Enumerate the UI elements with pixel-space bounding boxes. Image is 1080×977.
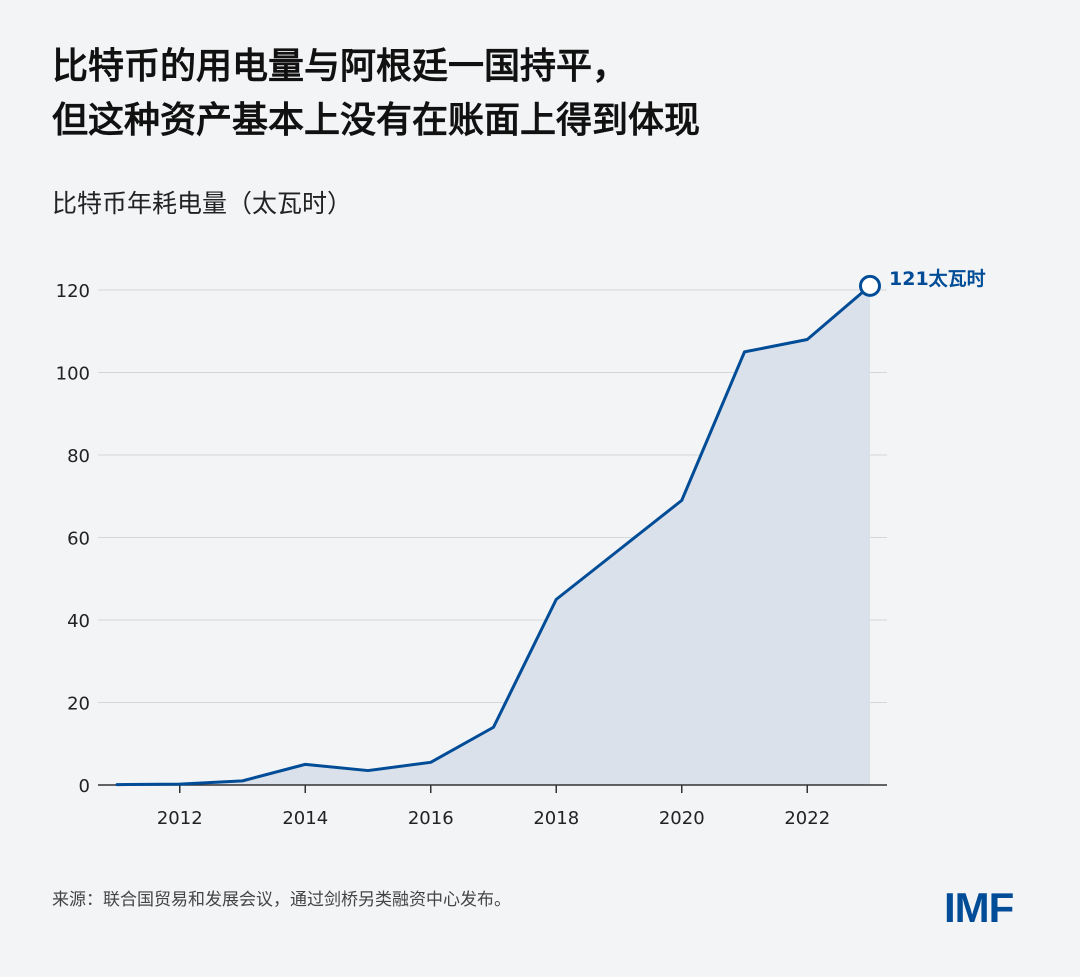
chart-title: 比特币的用电量与阿根廷一国持平， 但这种资产基本上没有在账面上得到体现 (52, 40, 1042, 148)
y-tick-label: 120 (56, 281, 90, 302)
imf-logo: IMF (944, 884, 1014, 931)
title-line-1: 比特币的用电量与阿根廷一国持平， (52, 46, 629, 87)
y-tick-label: 40 (67, 611, 90, 632)
x-tick-label: 2016 (408, 808, 454, 829)
y-tick-label: 20 (67, 694, 90, 715)
y-tick-label: 80 (67, 446, 90, 467)
title-line-2: 但这种资产基本上没有在账面上得到体现 (52, 100, 701, 141)
endpoint-marker (859, 274, 881, 297)
x-tick-label: 2014 (282, 808, 328, 829)
x-tick-label: 2022 (784, 808, 830, 829)
x-tick-label: 2020 (659, 808, 705, 829)
y-tick-label: 0 (79, 776, 90, 797)
y-tick-label: 60 (67, 529, 90, 550)
endpoint-annotation: 121太瓦时 (889, 267, 986, 290)
chart-subtitle: 比特币年耗电量（太瓦时） (52, 189, 353, 218)
source-note: 来源：联合国贸易和发展会议，通过剑桥另类融资中心发布。 (52, 890, 511, 910)
series-line (115, 284, 872, 787)
y-tick-label: 100 (56, 364, 90, 385)
area-fill (117, 285, 870, 785)
x-tick-label: 2018 (533, 808, 579, 829)
x-tick-label: 2012 (157, 808, 203, 829)
